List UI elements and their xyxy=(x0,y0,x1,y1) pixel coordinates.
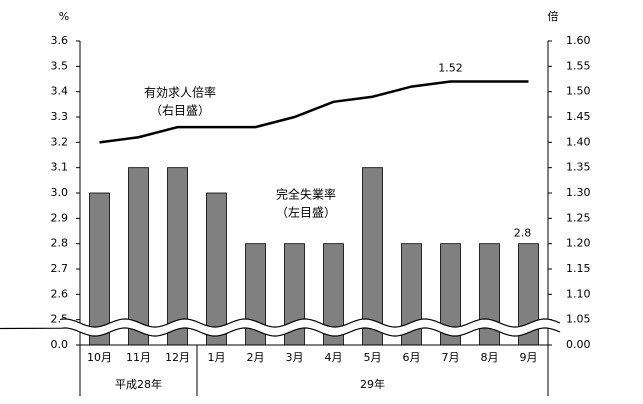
line xyxy=(99,80,529,144)
bar xyxy=(362,167,383,346)
y2-tick-label: 1.55 xyxy=(566,59,591,72)
bar xyxy=(167,167,188,346)
bar xyxy=(206,192,227,346)
y-tick-label: 2.7 xyxy=(51,262,69,275)
y-tick-label: 3.5 xyxy=(51,59,69,72)
axis-break xyxy=(60,319,560,336)
y2-tick-label: 1.15 xyxy=(566,262,591,275)
annotation: （右目盛） xyxy=(150,103,210,118)
y2-tick-label: 1.10 xyxy=(566,287,591,300)
annotation: （左目盛） xyxy=(276,205,336,220)
y-tick-label: 0.0 xyxy=(51,338,69,351)
y2-tick-label: 1.40 xyxy=(566,135,591,148)
y-tick-label: 3.4 xyxy=(51,85,69,98)
y2-tick-label: 1.50 xyxy=(566,85,591,98)
x-tick-label: 3月 xyxy=(286,351,304,364)
y2-tick-label: 1.20 xyxy=(566,237,591,250)
y2-tick-label: 1.60 xyxy=(566,34,591,47)
bar xyxy=(89,192,110,346)
x-tick-label: 7月 xyxy=(442,351,460,364)
y2-tick-label: 1.30 xyxy=(566,186,591,199)
y2-unit: 倍 xyxy=(548,9,559,23)
bar xyxy=(128,167,149,346)
y2-tick-label: 1.45 xyxy=(566,110,591,123)
data-label: 2.8 xyxy=(514,227,532,240)
y-tick-label: 3.0 xyxy=(51,186,69,199)
y2-tick-label: 1.05 xyxy=(566,313,591,326)
x-tick-label: 8月 xyxy=(481,351,499,364)
data-label: 1.52 xyxy=(438,62,463,75)
x-tick-label: 10月 xyxy=(87,351,112,364)
y-unit: % xyxy=(59,10,69,23)
group-label: 29年 xyxy=(360,377,385,391)
y-tick-label: 3.1 xyxy=(51,161,69,174)
y-tick-label: 2.9 xyxy=(51,211,69,224)
axis-break-line xyxy=(0,327,561,337)
x-tick-label: 5月 xyxy=(364,351,382,364)
x-tick-label: 11月 xyxy=(126,351,151,364)
x-tick-label: 12月 xyxy=(165,351,190,364)
axis-break-line xyxy=(59,318,561,328)
group-label: 平成28年 xyxy=(115,377,162,391)
x-tick-label: 2月 xyxy=(247,351,265,364)
x-tick-label: 1月 xyxy=(208,351,226,364)
y2-tick-label: 0.00 xyxy=(566,338,591,351)
x-tick-label: 9月 xyxy=(520,351,538,364)
y-tick-label: 2.6 xyxy=(51,287,69,300)
annotation: 完全失業率 xyxy=(276,187,336,202)
annotation: 有効求人倍率 xyxy=(144,85,216,100)
y-tick-label: 3.3 xyxy=(51,110,69,123)
x-tick-label: 6月 xyxy=(403,351,421,364)
y-tick-label: 3.2 xyxy=(51,135,69,148)
y2-tick-label: 1.25 xyxy=(566,211,591,224)
y2-tick-label: 1.35 xyxy=(566,161,591,174)
y-tick-label: 2.8 xyxy=(51,237,69,250)
x-tick-label: 4月 xyxy=(325,351,343,364)
y-tick-label: 3.6 xyxy=(51,34,69,47)
